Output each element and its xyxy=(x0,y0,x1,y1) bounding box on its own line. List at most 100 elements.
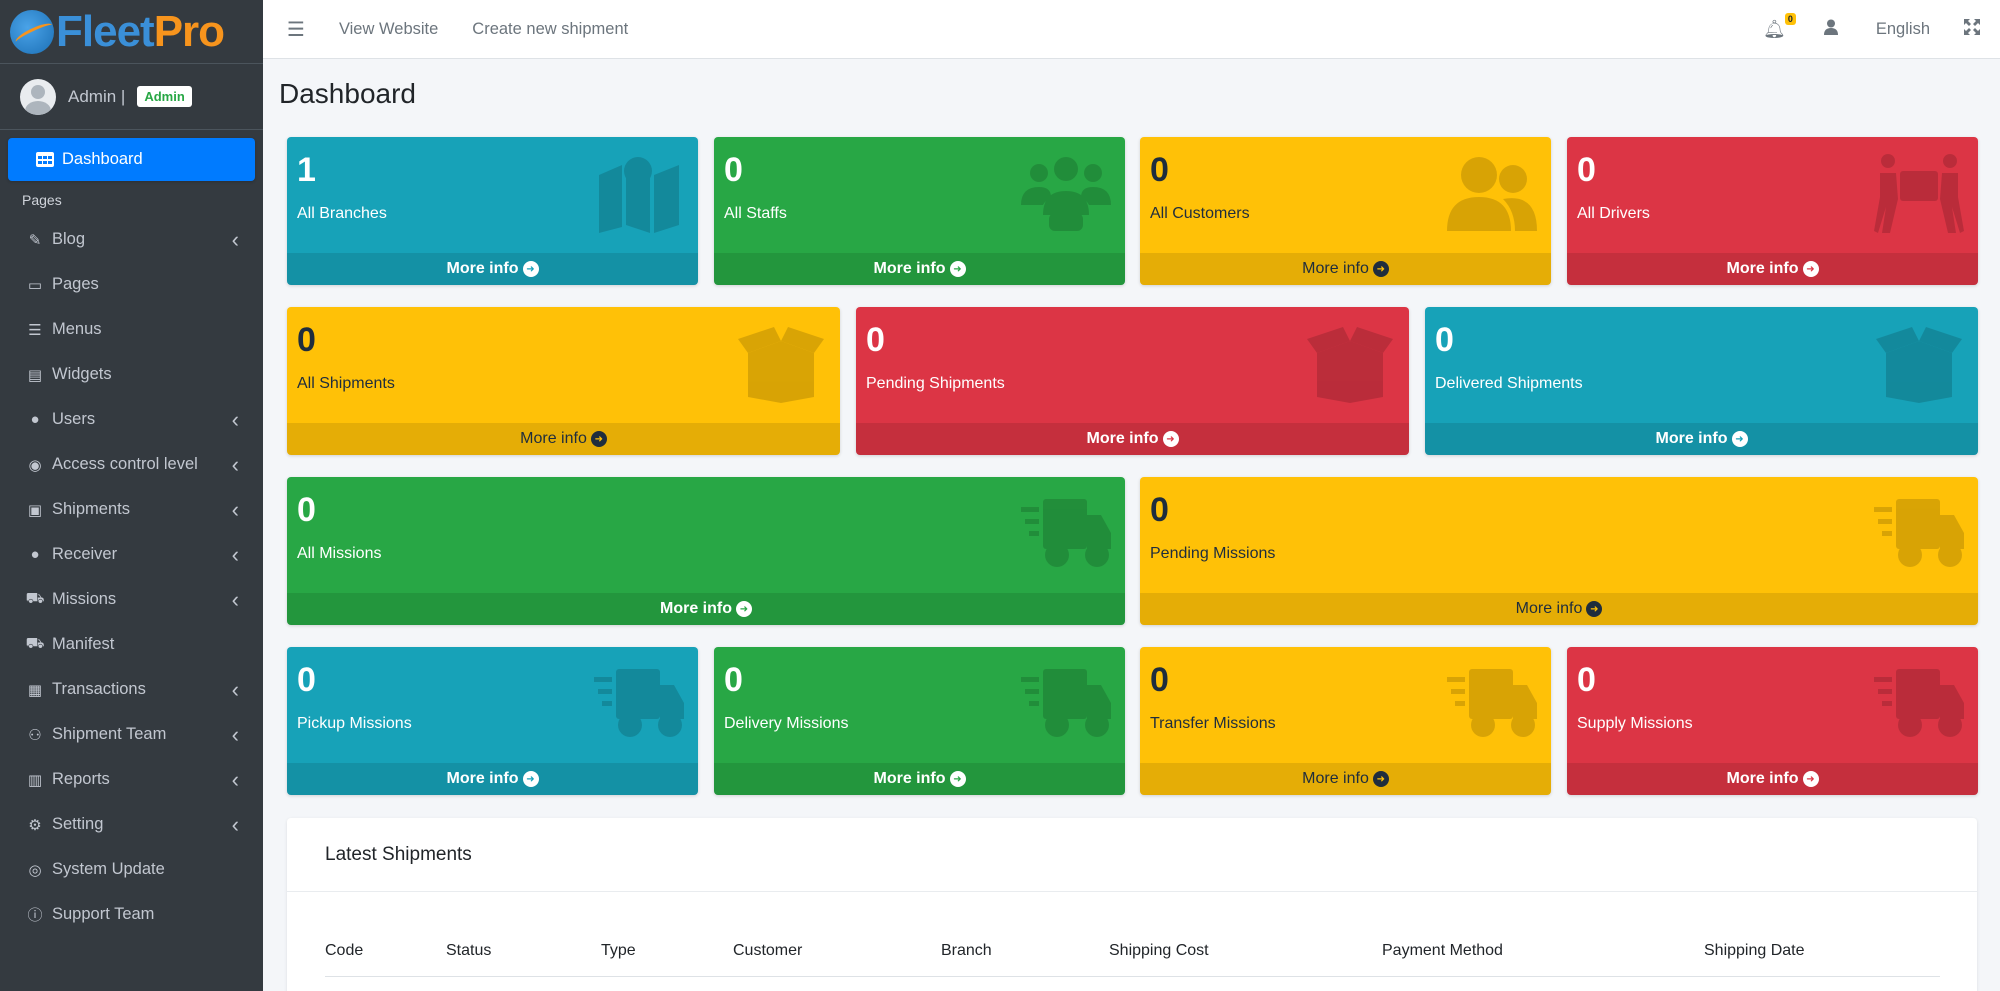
view-website-link[interactable]: View Website xyxy=(338,19,439,38)
more-info-link[interactable]: More info xyxy=(856,423,1409,455)
sidebar-item-pages[interactable]: ▭ Pages xyxy=(8,262,255,307)
more-info-link[interactable]: More info xyxy=(1425,423,1978,455)
arrow-circle-right-icon xyxy=(522,261,539,277)
sidebar-item-missions[interactable]: ⛟ Missions ‹ xyxy=(8,577,255,622)
truck-icon: ⛟ xyxy=(25,590,45,607)
page-title: Dashboard xyxy=(279,78,416,109)
chevron-left-icon: ‹ xyxy=(231,676,239,702)
more-info-link[interactable]: More info xyxy=(287,423,840,455)
stat-label: All Customers xyxy=(1150,205,1250,222)
more-info-link[interactable]: More info xyxy=(1140,593,1978,625)
more-info-link[interactable]: More info xyxy=(1140,253,1551,285)
hamburger-menu-icon[interactable]: ☰ xyxy=(287,18,305,41)
blog-icon: ✎ xyxy=(28,231,42,249)
arrow-circle-right-icon xyxy=(1802,771,1819,787)
more-info-label: More info xyxy=(1515,600,1583,617)
shipping-fast-icon xyxy=(1874,663,1964,743)
more-info-link[interactable]: More info xyxy=(714,253,1125,285)
more-info-label: More info xyxy=(1302,770,1369,787)
map-icon xyxy=(594,153,684,233)
avatar[interactable] xyxy=(20,78,56,115)
top-navbar: ☰ View Website Create new shipment 🔔︎ 0 E… xyxy=(263,0,2000,59)
stat-value: 0 xyxy=(1150,491,1169,529)
fullscreen-icon[interactable] xyxy=(1964,19,1980,40)
column-header-branch[interactable]: Branch xyxy=(941,942,992,959)
sidebar-item-menus[interactable]: ☰ Menus xyxy=(8,307,255,352)
user-menu-icon[interactable] xyxy=(1823,19,1838,40)
sidebar-item-shipment-team[interactable]: ⚇ Shipment Team ‹ xyxy=(8,712,255,757)
more-info-link[interactable]: More info xyxy=(287,593,1125,625)
notifications-bell-icon[interactable]: 🔔︎ 0 xyxy=(1763,13,1796,40)
chevron-left-icon: ‹ xyxy=(231,451,239,477)
sidebar-item-widgets[interactable]: ▤ Widgets xyxy=(8,352,255,397)
arrow-circle-right-icon xyxy=(1372,261,1389,277)
shipping-fast-icon xyxy=(1447,663,1537,743)
sidebar-item-label: Shipments xyxy=(52,500,130,518)
more-info-link[interactable]: More info xyxy=(287,253,698,285)
sidebar-item-system-update[interactable]: ◎ System Update xyxy=(8,847,255,892)
user-panel: Admin | Admin xyxy=(0,64,263,130)
stat-box-pending-missions: 0 Pending Missions More info xyxy=(1140,477,1978,625)
widgets-icon: ▤ xyxy=(27,366,43,384)
brand-name-pro: Pro xyxy=(153,6,225,56)
sidebar-item-shipments[interactable]: ▣ Shipments ‹ xyxy=(8,487,255,532)
sidebar-item-label: Support Team xyxy=(52,905,155,923)
stat-box-all-customers: 0 All Customers More info xyxy=(1140,137,1551,285)
sidebar-item-users[interactable]: ● Users ‹ xyxy=(8,397,255,442)
card-title: Latest Shipments xyxy=(325,844,472,865)
sidebar-item-manifest[interactable]: ⛟ Manifest xyxy=(8,622,255,667)
chevron-left-icon: ‹ xyxy=(231,586,239,612)
box-open-icon xyxy=(736,323,826,403)
column-header-customer[interactable]: Customer xyxy=(733,942,803,959)
sidebar-item-receiver[interactable]: ● Receiver ‹ xyxy=(8,532,255,577)
stat-box-all-missions: 0 All Missions More info xyxy=(287,477,1125,625)
sidebar-item-support-team[interactable]: ⓘ Support Team xyxy=(8,892,255,937)
column-header-type[interactable]: Type xyxy=(601,942,636,959)
more-info-link[interactable]: More info xyxy=(714,763,1125,795)
column-header-code[interactable]: Code xyxy=(325,942,364,959)
more-info-link[interactable]: More info xyxy=(1567,253,1978,285)
create-shipment-link[interactable]: Create new shipment xyxy=(472,19,629,38)
arrow-circle-right-icon xyxy=(1731,431,1748,447)
arrow-circle-right-icon xyxy=(1162,431,1179,447)
column-header-status[interactable]: Status xyxy=(446,942,492,959)
language-selector[interactable]: English xyxy=(1875,20,1930,38)
sidebar-item-access-control[interactable]: ◉ Access control level ‹ xyxy=(8,442,255,487)
box-open-icon xyxy=(1305,323,1395,403)
column-header-shipping-date[interactable]: Shipping Date xyxy=(1704,942,1805,959)
sidebar-item-reports[interactable]: ▥ Reports ‹ xyxy=(8,757,255,802)
update-icon: ◎ xyxy=(28,861,42,879)
stat-value: 0 xyxy=(1150,151,1169,189)
stat-box-supply-missions: 0 Supply Missions More info xyxy=(1567,647,1978,795)
brand-logo[interactable]: FleetPro xyxy=(0,0,263,64)
sidebar-item-label: Transactions xyxy=(52,680,146,698)
sidebar-item-dashboard[interactable]: Dashboard xyxy=(8,138,255,181)
stat-box-all-drivers: 0 All Drivers More info xyxy=(1567,137,1978,285)
settings-icon: ⚙ xyxy=(28,816,42,834)
sidebar-item-blog[interactable]: ✎ Blog ‹ xyxy=(8,217,255,262)
stat-value: 0 xyxy=(724,151,743,189)
more-info-link[interactable]: More info xyxy=(1567,763,1978,795)
sidebar-nav: Dashboard Pages ✎ Blog ‹ ▭ Pages ☰ Menus… xyxy=(0,130,263,945)
sidebar-item-label: Access control level xyxy=(52,455,198,473)
role-badge: Admin xyxy=(137,86,192,107)
column-header-shipping-cost[interactable]: Shipping Cost xyxy=(1109,942,1209,959)
divider xyxy=(287,891,1977,892)
shipping-fast-icon xyxy=(594,663,684,743)
stat-label: Pickup Missions xyxy=(297,715,412,732)
chevron-left-icon: ‹ xyxy=(231,766,239,792)
arrow-circle-right-icon xyxy=(1586,601,1603,617)
sidebar-item-setting[interactable]: ⚙ Setting ‹ xyxy=(8,802,255,847)
sidebar-item-transactions[interactable]: ▦ Transactions ‹ xyxy=(8,667,255,712)
stat-label: Delivery Missions xyxy=(724,715,849,732)
column-header-payment-method[interactable]: Payment Method xyxy=(1382,942,1503,959)
stat-label: All Drivers xyxy=(1577,205,1650,222)
brand-name-fleet: Fleet xyxy=(56,6,155,56)
arrow-circle-right-icon xyxy=(949,261,966,277)
sidebar-item-label: System Update xyxy=(52,860,165,878)
more-info-label: More info xyxy=(873,770,946,787)
user-name[interactable]: Admin | xyxy=(68,86,126,106)
more-info-link[interactable]: More info xyxy=(287,763,698,795)
more-info-link[interactable]: More info xyxy=(1140,763,1551,795)
info-icon: ⓘ xyxy=(27,907,43,924)
